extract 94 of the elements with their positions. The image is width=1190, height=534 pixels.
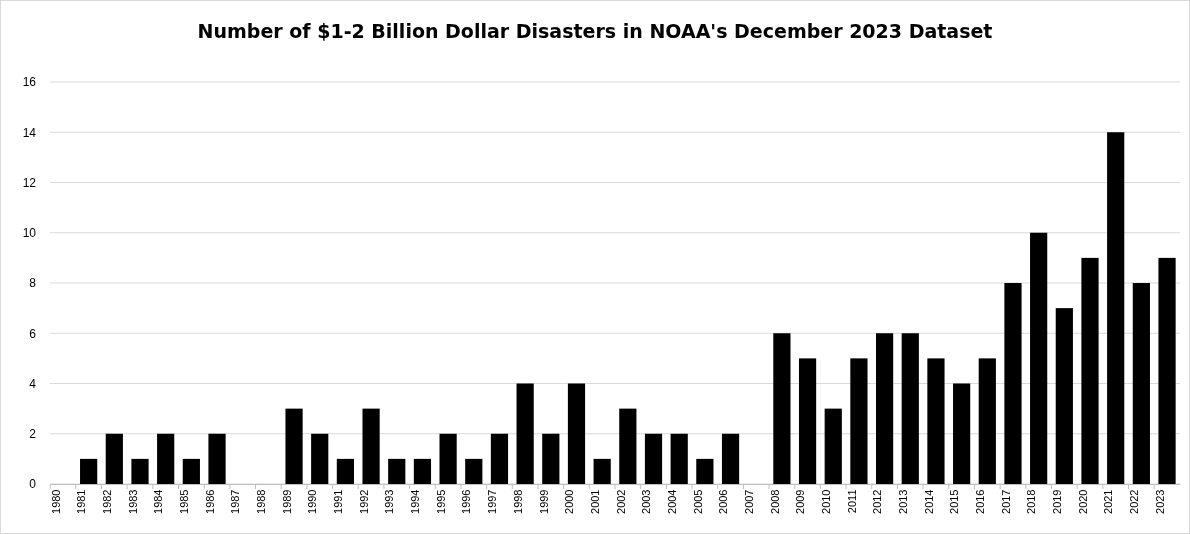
bar <box>465 458 483 484</box>
x-tick-label: 2008 <box>768 489 781 514</box>
bar <box>1107 132 1125 484</box>
x-tick-label: 2017 <box>999 489 1012 514</box>
x-tick-label: 2014 <box>922 489 935 514</box>
bar <box>490 433 509 484</box>
bar <box>798 358 817 484</box>
bar <box>567 383 586 484</box>
bar <box>439 433 457 484</box>
bar <box>1081 257 1099 484</box>
bar <box>824 408 842 484</box>
x-tick-label: 2016 <box>974 489 986 514</box>
x-tick-label: 1980 <box>49 489 62 514</box>
y-tick-label: 10 <box>22 226 37 241</box>
x-tick-label: 2022 <box>1128 489 1141 514</box>
bar <box>80 458 98 484</box>
y-tick-label: 4 <box>29 376 37 391</box>
bar <box>311 433 329 484</box>
x-tick-label: 1981 <box>75 489 88 514</box>
x-tick-label: 2007 <box>742 489 755 514</box>
x-tick-label: 2009 <box>794 489 807 514</box>
x-tick-label: 2013 <box>896 489 909 514</box>
bar <box>644 433 663 484</box>
bar <box>516 383 534 484</box>
bar <box>696 458 714 484</box>
x-tick-label: 1991 <box>332 489 345 514</box>
x-tick-label: 1990 <box>306 489 319 514</box>
x-tick-label: 2021 <box>1102 489 1115 514</box>
x-tick-label: 2003 <box>640 489 653 514</box>
x-tick-label: 1985 <box>178 489 191 514</box>
x-tick-label: 1995 <box>434 489 447 514</box>
bar <box>388 458 406 484</box>
x-tick-label: 1984 <box>152 489 165 514</box>
bar <box>157 433 175 484</box>
bar <box>1030 232 1048 484</box>
bar <box>336 458 354 484</box>
bar <box>593 458 611 484</box>
y-tick-label: 8 <box>29 276 37 291</box>
bar <box>105 433 123 484</box>
y-tick-label: 2 <box>29 427 37 442</box>
x-tick-label: 1996 <box>460 489 473 514</box>
x-tick-label: 2000 <box>563 489 576 514</box>
x-tick-label: 1983 <box>126 489 139 514</box>
bar <box>850 358 868 484</box>
x-tick-label: 2010 <box>819 489 832 514</box>
bar <box>542 433 560 484</box>
bar <box>208 433 226 484</box>
bar <box>1132 283 1150 484</box>
x-tick-label: 1989 <box>280 489 293 514</box>
x-tick-label: 2015 <box>948 489 961 514</box>
y-tick-label: 14 <box>22 125 37 140</box>
bar <box>1004 283 1022 484</box>
x-tick-label: 2005 <box>691 489 704 514</box>
bar <box>131 458 149 484</box>
y-tick-label: 16 <box>22 75 37 90</box>
bar <box>876 333 894 484</box>
x-tick-label: 1988 <box>255 489 268 514</box>
x-tick-label: 1994 <box>409 489 422 514</box>
x-tick-label: 2012 <box>871 489 884 514</box>
x-tick-label: 2011 <box>845 489 858 514</box>
y-tick-label: 6 <box>29 326 37 341</box>
bar <box>182 458 200 484</box>
bar <box>901 333 919 484</box>
x-tick-label: 2018 <box>1025 489 1038 514</box>
chart-title: Number of $1-2 Billion Dollar Disasters in NOAA's December 2023 Dataset <box>197 20 993 42</box>
bar <box>953 383 971 484</box>
bar <box>927 358 945 484</box>
x-tick-label: 1997 <box>486 489 499 514</box>
x-tick-label: 2006 <box>717 489 730 514</box>
x-tick-label: 1993 <box>383 489 396 514</box>
x-tick-label: 1987 <box>229 489 242 514</box>
x-tick-label: 1992 <box>357 489 370 514</box>
x-tick-label: 1999 <box>537 489 550 514</box>
x-tick-label: 2020 <box>1076 489 1089 514</box>
bar <box>362 408 380 484</box>
bar <box>285 408 303 484</box>
bar <box>619 408 637 484</box>
x-tick-label: 2004 <box>665 489 678 514</box>
bar <box>1158 257 1176 484</box>
x-tick-label: 2023 <box>1153 489 1166 514</box>
y-tick-label: 0 <box>29 477 37 492</box>
x-tick-label: 1998 <box>511 489 524 514</box>
bar <box>1055 308 1073 484</box>
bar <box>978 358 996 484</box>
bar <box>413 458 432 484</box>
y-tick-label: 12 <box>22 175 37 190</box>
x-tick-label: 2001 <box>588 489 601 514</box>
x-tick-label: 1982 <box>101 489 114 514</box>
x-tick-label: 1986 <box>203 489 216 514</box>
bar <box>721 433 740 484</box>
bar <box>773 333 791 484</box>
x-tick-label: 2002 <box>614 489 627 514</box>
x-tick-label: 2019 <box>1051 489 1064 514</box>
bar <box>670 433 688 484</box>
